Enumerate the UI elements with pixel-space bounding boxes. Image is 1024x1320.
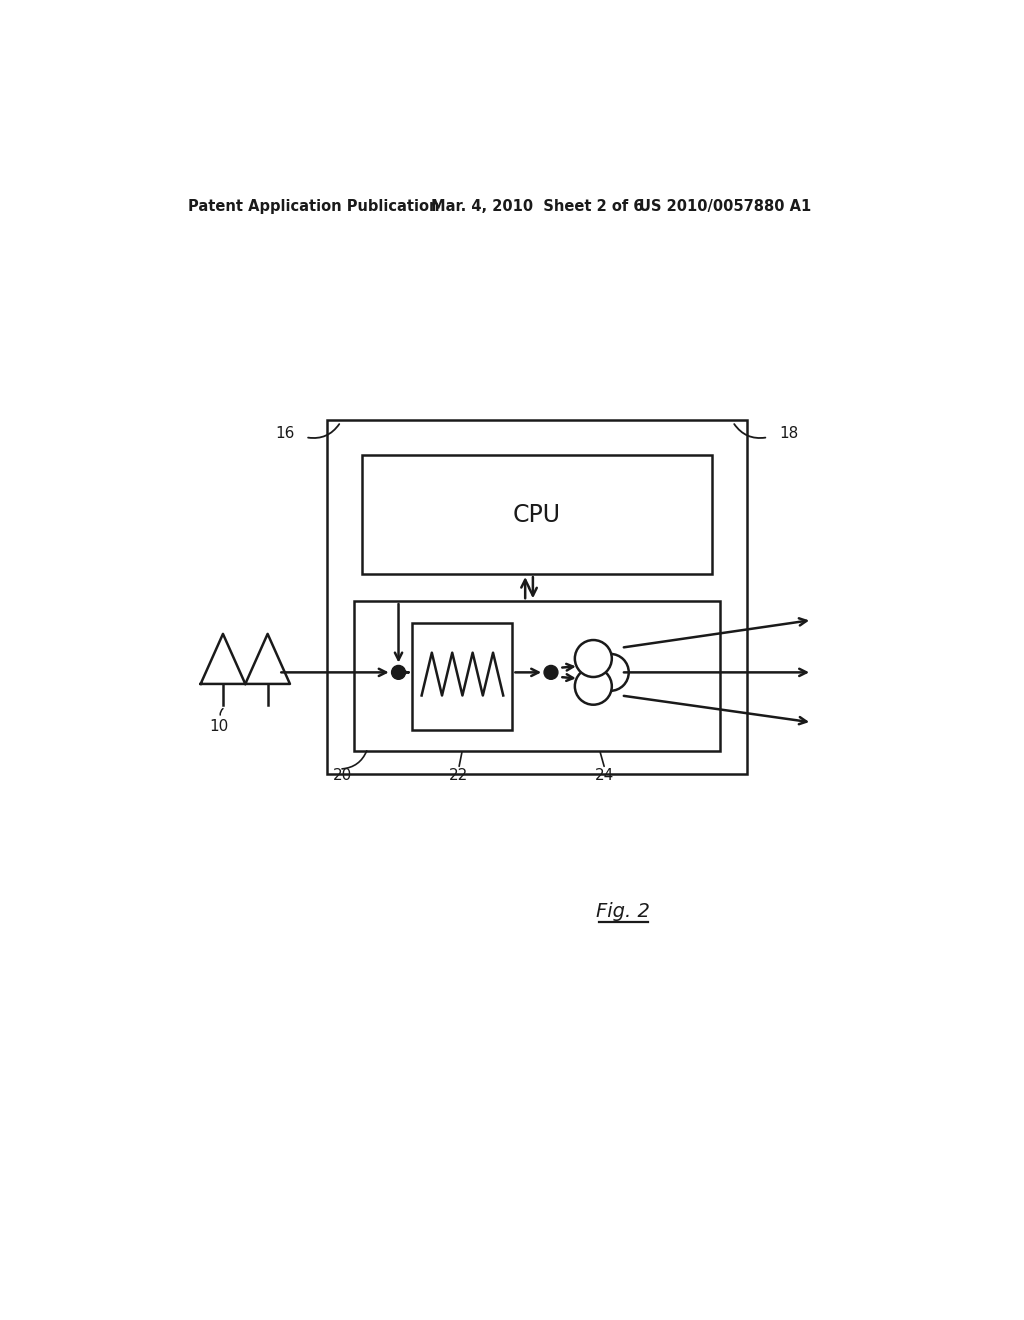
Text: Patent Application Publication: Patent Application Publication — [188, 198, 440, 214]
Circle shape — [544, 665, 558, 680]
Text: 16: 16 — [275, 426, 295, 441]
Bar — [327, 420, 746, 775]
Text: Fig. 2: Fig. 2 — [596, 902, 650, 921]
Text: 24: 24 — [595, 768, 614, 783]
Circle shape — [574, 640, 611, 677]
Bar — [361, 455, 712, 574]
Circle shape — [391, 665, 406, 680]
Text: 10: 10 — [210, 719, 228, 734]
Circle shape — [592, 653, 629, 690]
Text: Mar. 4, 2010  Sheet 2 of 6: Mar. 4, 2010 Sheet 2 of 6 — [431, 198, 643, 214]
Circle shape — [574, 668, 611, 705]
Text: 20: 20 — [333, 768, 352, 783]
Text: US 2010/0057880 A1: US 2010/0057880 A1 — [639, 198, 811, 214]
Text: 18: 18 — [779, 426, 798, 441]
Text: CPU: CPU — [513, 503, 561, 527]
Bar — [413, 623, 512, 730]
Text: 22: 22 — [449, 768, 468, 783]
Bar — [354, 601, 720, 751]
